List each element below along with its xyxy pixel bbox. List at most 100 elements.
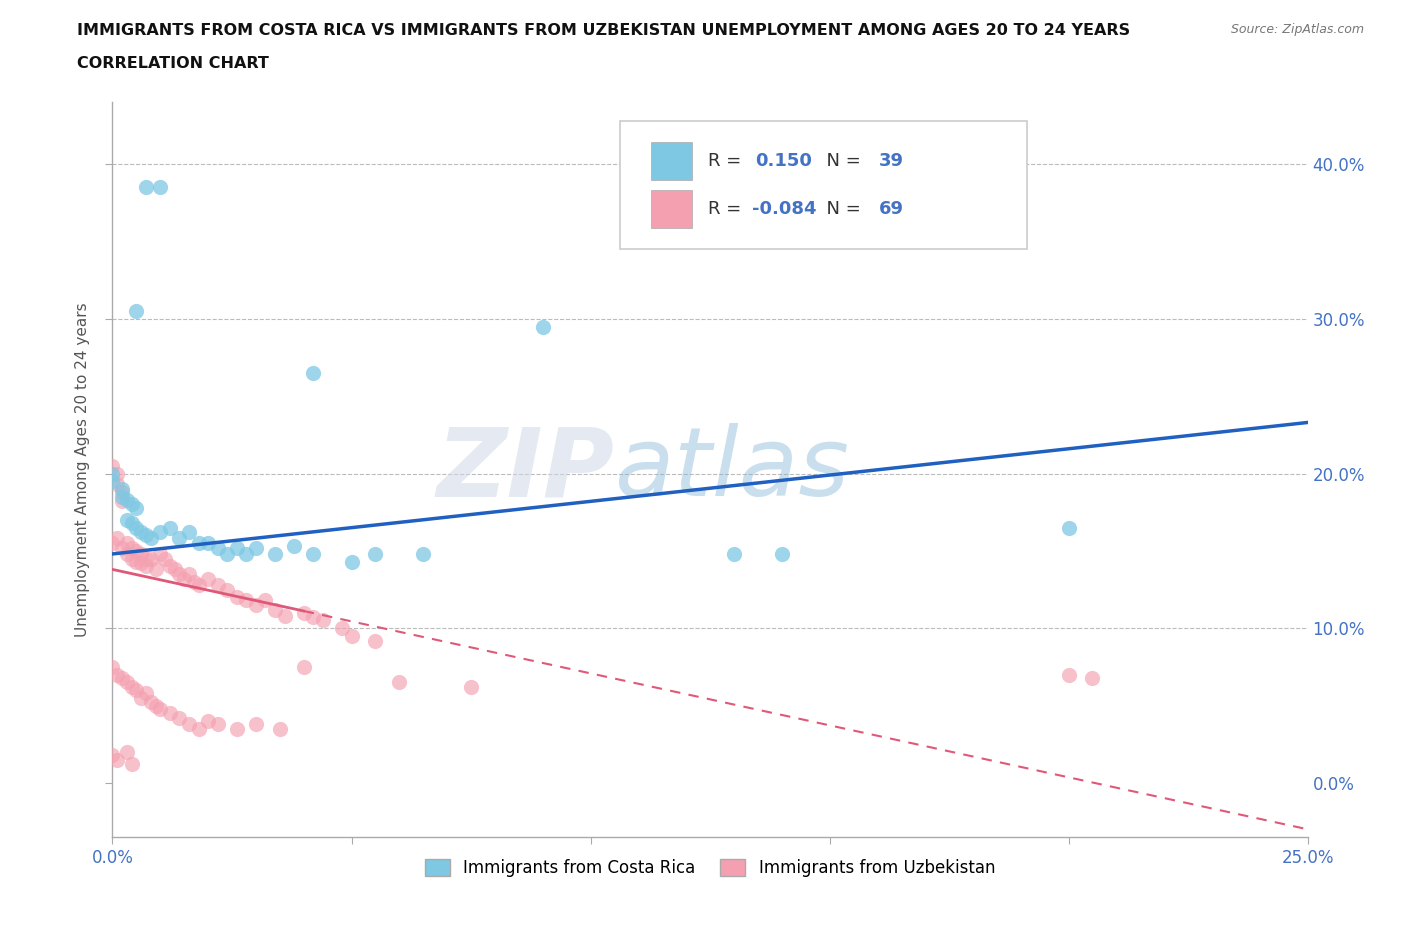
Point [225, 722, 247, 737]
Point [187, 536, 209, 551]
Legend: Immigrants from Costa Rica, Immigrants from Uzbekistan: Immigrants from Costa Rica, Immigrants f… [418, 852, 1002, 883]
Point [340, 629, 363, 644]
Point [121, 515, 143, 530]
Point [129, 547, 152, 562]
Point [217, 582, 239, 597]
Text: R =: R = [707, 153, 747, 170]
Point [245, 717, 267, 732]
Point [139, 551, 162, 566]
Point [770, 547, 793, 562]
Point [129, 525, 152, 539]
Point [330, 620, 353, 635]
Point [139, 531, 162, 546]
Point [269, 722, 291, 737]
Point [159, 706, 181, 721]
Text: -0.084: -0.084 [752, 200, 817, 218]
Point [105, 531, 128, 546]
Point [302, 547, 325, 562]
Point [273, 608, 295, 623]
Point [292, 605, 315, 620]
Point [101, 458, 124, 473]
Point [111, 489, 134, 504]
Point [173, 571, 195, 586]
Point [105, 667, 128, 682]
Point [159, 520, 181, 535]
Point [235, 547, 257, 562]
Point [177, 717, 200, 732]
Point [101, 466, 124, 481]
Point [125, 554, 148, 569]
Point [245, 540, 267, 555]
Point [460, 680, 482, 695]
Point [264, 547, 287, 562]
Point [111, 482, 134, 497]
Point [254, 593, 277, 608]
Text: N =: N = [815, 153, 866, 170]
Point [125, 543, 148, 558]
Point [111, 494, 134, 509]
Point [125, 683, 148, 698]
Point [340, 554, 363, 569]
Point [1081, 671, 1104, 685]
Point [302, 610, 325, 625]
Point [121, 551, 143, 566]
Point [101, 748, 124, 763]
Point [105, 466, 128, 481]
Point [207, 540, 229, 555]
Point [135, 179, 157, 194]
Point [115, 547, 138, 562]
Point [207, 717, 229, 732]
Text: CORRELATION CHART: CORRELATION CHART [77, 56, 269, 71]
Point [105, 477, 128, 492]
Point [149, 547, 172, 562]
Text: 0.150: 0.150 [755, 153, 813, 170]
Point [183, 575, 205, 590]
Text: IMMIGRANTS FROM COSTA RICA VS IMMIGRANTS FROM UZBEKISTAN UNEMPLOYMENT AMONG AGES: IMMIGRANTS FROM COSTA RICA VS IMMIGRANTS… [77, 23, 1130, 38]
Point [723, 547, 745, 562]
Point [115, 492, 138, 507]
Point [125, 304, 148, 319]
Point [149, 701, 172, 716]
Point [169, 566, 191, 581]
Point [412, 547, 434, 562]
Point [121, 680, 143, 695]
Point [292, 659, 315, 674]
Point [197, 713, 219, 728]
Point [264, 603, 287, 618]
Point [1057, 667, 1080, 682]
Point [111, 485, 134, 499]
Point [135, 685, 157, 700]
Text: N =: N = [815, 200, 866, 218]
Point [217, 547, 239, 562]
Point [197, 536, 219, 551]
Point [129, 556, 152, 571]
Point [1057, 520, 1080, 535]
Point [187, 578, 209, 592]
Point [139, 695, 162, 710]
Point [163, 562, 186, 577]
Point [135, 551, 157, 566]
Point [245, 598, 267, 613]
Point [115, 536, 138, 551]
Point [225, 590, 247, 604]
Point [101, 536, 124, 551]
Point [169, 531, 191, 546]
Point [531, 319, 554, 334]
Point [115, 745, 138, 760]
Point [235, 593, 257, 608]
Text: R =: R = [707, 200, 747, 218]
Point [159, 559, 181, 574]
Point [187, 722, 209, 737]
Point [145, 562, 167, 577]
Point [364, 633, 387, 648]
Point [312, 613, 335, 628]
Point [111, 671, 134, 685]
Point [149, 525, 172, 539]
Point [101, 473, 124, 488]
Y-axis label: Unemployment Among Ages 20 to 24 years: Unemployment Among Ages 20 to 24 years [75, 302, 90, 637]
Point [153, 551, 176, 566]
Point [125, 520, 148, 535]
Point [177, 566, 200, 581]
Point [135, 559, 157, 574]
Text: atlas: atlas [614, 423, 849, 516]
